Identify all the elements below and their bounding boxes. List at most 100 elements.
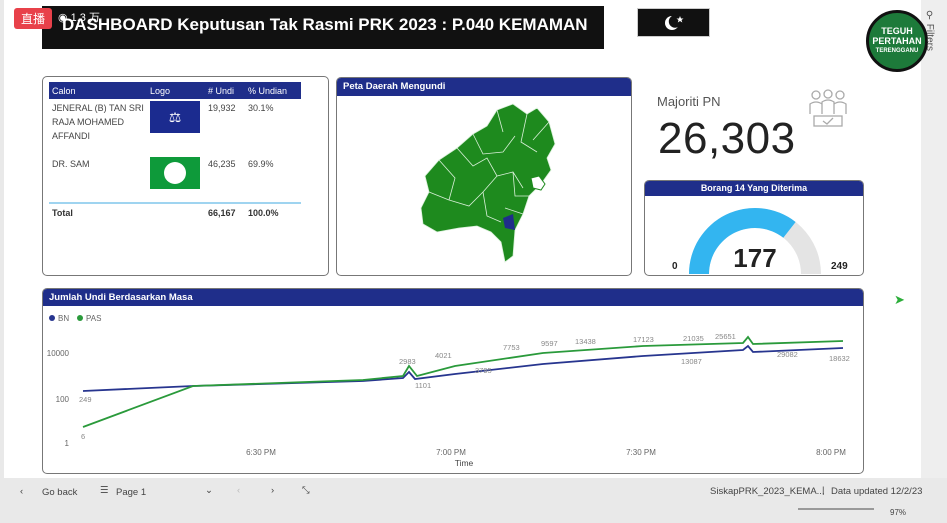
chart-title: Jumlah Undi Berdasarkan Masa: [43, 289, 863, 306]
logo-text-3: TERENGGANU: [875, 48, 919, 54]
go-back-button[interactable]: Go back: [42, 487, 78, 498]
zoom-level: 97%: [890, 508, 907, 517]
legend-label: BN: [58, 314, 69, 323]
eye-icon: ◉: [58, 11, 68, 24]
table-header-row: Calon Logo # Undi % Undian: [49, 82, 301, 99]
data-label-pas: 4021: [435, 351, 452, 360]
district-map[interactable]: [337, 96, 632, 276]
data-label-bn: 249: [79, 395, 92, 404]
series-line-bn: [82, 344, 844, 392]
right-panel: [921, 0, 947, 478]
legend-marker: [49, 315, 55, 321]
majority-card: [647, 80, 861, 168]
col-calon[interactable]: Calon: [49, 82, 147, 99]
series-line-pas: [82, 335, 844, 428]
col-percent[interactable]: % Undian: [245, 82, 301, 99]
total-row: Total 66,167 100.0%: [49, 202, 301, 222]
live-badge: 直播: [14, 8, 53, 29]
vote-count: 19,932: [208, 103, 236, 113]
cursor-icon: ➤: [894, 292, 905, 307]
x-axis-title: Time: [455, 458, 474, 468]
total-label: Total: [49, 202, 147, 222]
gauge-min: 0: [672, 261, 678, 272]
candidate-name: JENERAL (B) TAN SRI RAJA MOHAMED AFFANDI: [52, 103, 144, 141]
next-page-icon[interactable]: ›: [271, 485, 275, 496]
pas-logo-icon: [150, 157, 200, 189]
legend-label: PAS: [86, 314, 101, 323]
data-label-pas: 21035: [683, 334, 704, 343]
total-empty: [147, 202, 205, 222]
logo-text-1: TEGUH: [881, 26, 913, 36]
table-row: JENERAL (B) TAN SRI RAJA MOHAMED AFFANDI…: [49, 99, 301, 155]
filters-pane-toggle[interactable]: ⚲ Filters: [924, 10, 935, 51]
votes-over-time-card: Jumlah Undi Berdasarkan Masa BN PAS 10000 1…: [42, 288, 864, 474]
col-votes[interactable]: # Undi: [205, 82, 245, 99]
filter-icon: ⚲: [924, 10, 935, 24]
data-label-bn: 18632: [829, 354, 850, 363]
table-row: DR. SAM 46,235 69.9%: [49, 155, 301, 203]
y-tick-label: 1: [65, 439, 70, 448]
footer-divider: |: [822, 485, 825, 496]
x-tick-label: 6:30 PM: [246, 448, 276, 457]
vote-percent: 30.1%: [248, 103, 274, 113]
page-selector[interactable]: Page 1: [116, 487, 147, 498]
back-chevron-icon[interactable]: ‹: [20, 486, 24, 497]
logo-cell: [147, 155, 205, 203]
data-label-bn: 1101: [415, 381, 431, 390]
page-title: DASHBOARD Keputusan Tak Rasmi PRK 2023 :…: [42, 6, 604, 49]
logo-text-2: PERTAHAN: [872, 36, 922, 46]
vote-count: 46,235: [208, 159, 236, 169]
data-label-pas: 6: [81, 432, 85, 441]
terengganu-flag-icon: [637, 8, 710, 37]
gauge-card: Borang 14 Yang Diterima 177 0 249: [644, 180, 864, 276]
viewer-count: ◉ 1.3 万: [58, 9, 100, 25]
x-tick-label: 7:30 PM: [626, 448, 656, 457]
majority-label: Majoriti PN: [657, 94, 721, 109]
data-updated: Data updated 12/2/23: [831, 486, 923, 497]
results-table: Calon Logo # Undi % Undian JENERAL (B) T…: [49, 82, 301, 222]
x-tick-label: 8:00 PM: [816, 448, 846, 457]
data-label-pas: 9597: [541, 339, 558, 348]
zoom-slider[interactable]: [798, 508, 874, 510]
data-label-pas: 29082: [777, 350, 798, 359]
majority-value: 26,303: [658, 114, 796, 163]
fullscreen-icon[interactable]: ⤡: [302, 485, 310, 496]
viewer-count-text: 1.3 万: [70, 12, 100, 24]
gauge-value: 177: [733, 243, 777, 273]
y-tick-label: 100: [56, 395, 70, 404]
logo-cell: ⚖: [147, 99, 205, 155]
footer-bar: ‹ Go back ☰ Page 1 ⌄ ‹ › ⤡ SiskapPRK_202…: [0, 478, 947, 523]
data-label-pas: 2983: [399, 357, 416, 366]
map-title: Peta Daerah Mengundi: [337, 78, 631, 96]
vote-percent: 69.9%: [248, 159, 274, 169]
people-icon: [809, 89, 847, 127]
total-votes: 66,167: [205, 202, 245, 222]
line-chart[interactable]: BN PAS 10000 100 1 6:30 PM 7:00 PM 7:30 PM 8:00 …: [43, 306, 864, 474]
bn-logo-icon: ⚖: [150, 101, 200, 133]
col-logo[interactable]: Logo: [147, 82, 205, 99]
gauge: [689, 208, 821, 274]
gauge-max: 249: [831, 261, 848, 272]
file-name: SiskapPRK_2023_KEMA...: [710, 486, 825, 497]
results-card: Calon Logo # Undi % Undian JENERAL (B) T…: [42, 76, 329, 276]
x-tick-label: 7:00 PM: [436, 448, 466, 457]
y-tick-label: 10000: [47, 349, 70, 358]
prev-page-icon[interactable]: ‹: [237, 485, 241, 496]
gauge-fill: [689, 208, 796, 274]
page-list-icon: ☰: [100, 485, 109, 496]
total-percent: 100.0%: [245, 202, 301, 222]
data-label-pas: 13438: [575, 337, 596, 346]
data-label-pas: 17123: [633, 335, 654, 344]
legend-marker: [77, 315, 83, 321]
campaign-logo: TEGUH PERTAHAN TERENGGANU: [866, 10, 928, 72]
data-label-pas: 7753: [503, 343, 520, 352]
page-dropdown-icon[interactable]: ⌄: [205, 485, 213, 496]
candidate-name: DR. SAM: [52, 159, 90, 169]
data-label-pas: 25651: [715, 332, 736, 341]
data-label-bn: 13087: [681, 357, 702, 366]
filters-label: Filters: [924, 23, 935, 52]
map-card: Peta Daerah Mengundi: [336, 77, 632, 276]
data-label-bn: 3795: [475, 366, 492, 375]
gauge-title: Borang 14 Yang Diterima: [645, 181, 863, 196]
